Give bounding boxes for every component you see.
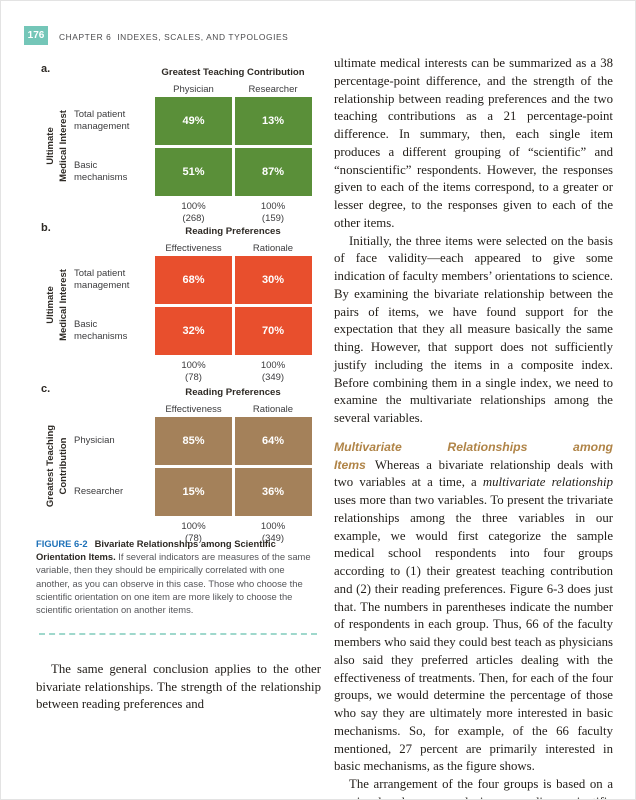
figure-panel-c: c. Reading Preferences Effectiveness Rat… <box>36 383 321 544</box>
row-label: Basic mechanisms <box>74 159 128 183</box>
page-number-badge: 176 <box>24 26 48 45</box>
panel-letter: a. <box>41 63 51 75</box>
panel-letter: c. <box>41 383 51 395</box>
figure-panel-b: b. Reading Preferences Effectiveness Rat… <box>36 222 321 383</box>
column-total: 100% (78) <box>181 521 206 544</box>
paragraph-text: uses more than two variables. To present… <box>334 493 613 774</box>
table-cell: 87% <box>234 147 312 196</box>
table-cell: 49% <box>155 97 232 145</box>
column-header: Researcher <box>248 84 298 95</box>
column-total: 100% (268) <box>181 201 206 224</box>
table-cell: 13% <box>234 97 312 145</box>
emphasized-term: multivariate relationship <box>482 475 613 490</box>
section-divider-dashed-rule <box>39 633 317 635</box>
figure-panel-a: a. Greatest Teaching Contribution Physic… <box>36 63 321 224</box>
panel-letter: b. <box>41 222 51 234</box>
table-cell: 51% <box>155 147 232 196</box>
paragraph-text: Whereas a bivariate relationship deals w… <box>334 457 613 490</box>
body-paragraph: The arrangement of the four groups is ba… <box>334 777 613 799</box>
table-cell: 85% <box>155 417 232 465</box>
runin-section-heading: Multivariate Relationships among Items <box>334 439 613 472</box>
figure-caption-label: FIGURE 6-2 <box>36 538 88 549</box>
column-header: Effectiveness <box>165 243 222 254</box>
chapter-running-head: CHAPTER 6 INDEXES, SCALES, AND TYPOLOGIE… <box>59 32 289 42</box>
column-header: Physician <box>173 84 214 95</box>
table-cell: 32% <box>155 306 232 355</box>
column-header: Effectiveness <box>165 404 222 415</box>
row-label: Basic mechanisms <box>74 318 128 342</box>
column-total: 100% (349) <box>260 521 286 544</box>
table-cell: 70% <box>234 306 312 355</box>
column-total: 100% (159) <box>260 201 286 224</box>
table-cell: 15% <box>155 467 232 516</box>
panel-title: Reading Preferences <box>185 387 281 398</box>
body-paragraph: Multivariate Relationships among Items Wh… <box>334 439 613 776</box>
column-total: 100% (349) <box>260 360 286 383</box>
row-axis-label: Ultimate Medical Interest <box>45 110 69 182</box>
panel-title: Reading Preferences <box>185 226 281 237</box>
body-paragraph: Initially, the three items were selected… <box>334 233 613 426</box>
figure-caption-title: Bivariate Relationships among Scientific… <box>36 538 276 563</box>
column-header: Rationale <box>252 404 294 415</box>
body-paragraph: ultimate medical interests can be summar… <box>334 56 613 230</box>
table-cell: 68% <box>155 256 232 304</box>
column-total: 100% (78) <box>181 360 206 383</box>
table-cell: 64% <box>234 417 312 465</box>
row-label: Researcher <box>74 485 124 497</box>
figure-caption: FIGURE 6-2 Bivariate Relationships among … <box>36 537 319 616</box>
row-label: Physician <box>74 435 115 446</box>
table-cell: 30% <box>234 256 312 304</box>
row-axis-label: Ultimate Medical Interest <box>45 269 69 341</box>
panel-title: Greatest Teaching Contribution <box>161 67 305 78</box>
left-column-paragraph: The same general conclusion applies to t… <box>36 662 321 712</box>
row-label: Total patient management <box>74 268 130 291</box>
table-cell: 36% <box>234 467 312 516</box>
figure-caption-body: If several indicators are measures of th… <box>36 551 311 616</box>
row-axis-label: Greatest Teaching Contribution <box>45 424 69 508</box>
right-column-text: ultimate medical interests can be summar… <box>334 55 613 799</box>
column-header: Rationale <box>252 243 294 254</box>
row-label: Total patient management <box>74 109 130 132</box>
